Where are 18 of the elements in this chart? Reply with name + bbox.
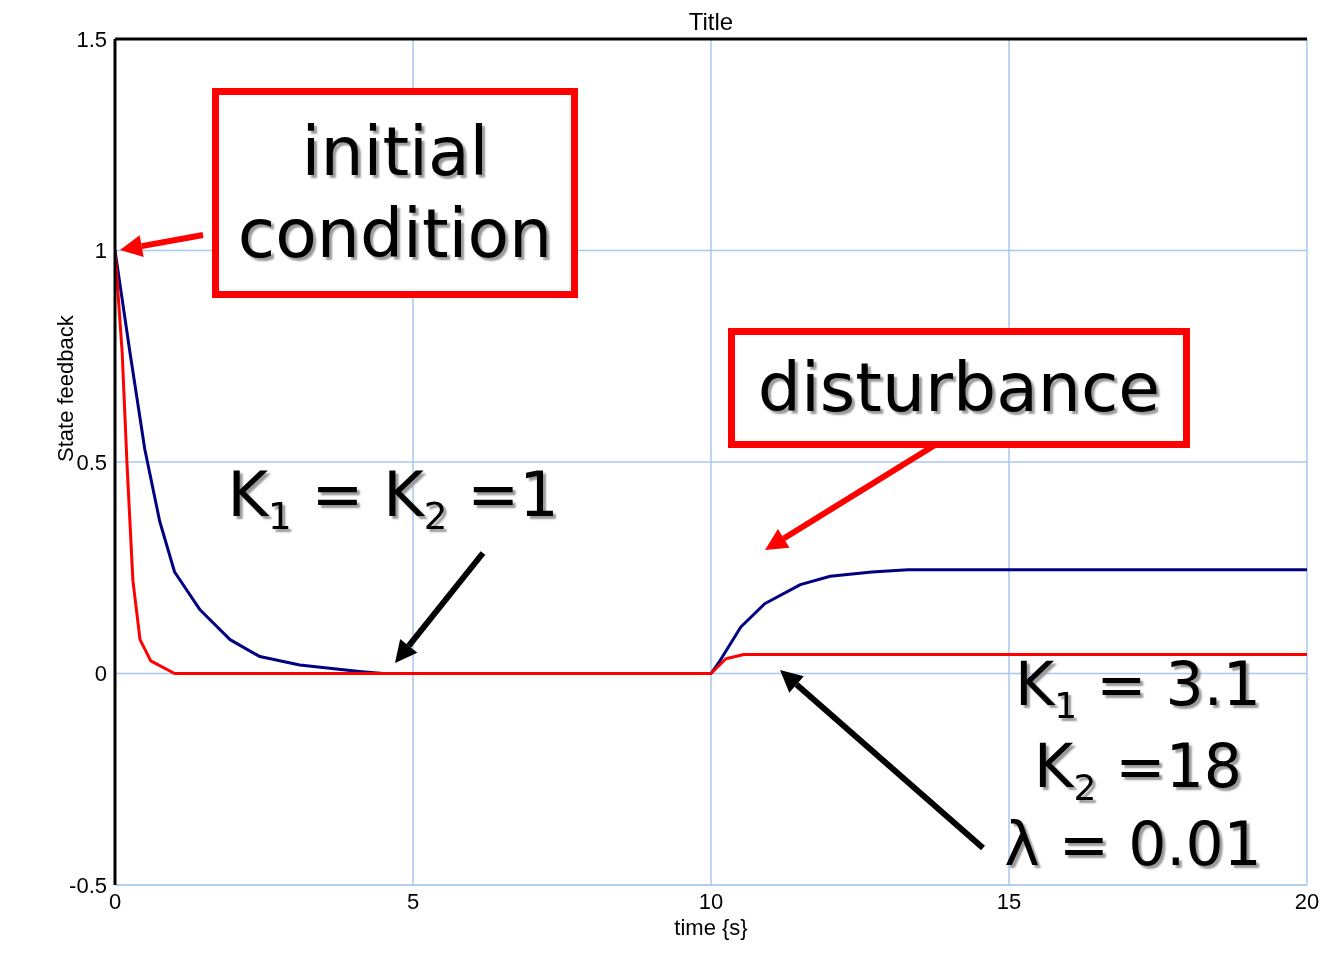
- annotation: initial condition: [212, 88, 578, 298]
- annotation: disturbance: [728, 328, 1190, 448]
- y-tick-label: 1.5: [76, 26, 107, 52]
- y-tick-label: 0: [94, 661, 107, 687]
- annotation: K$_{2}$ =18: [1034, 731, 1242, 808]
- y-tick-label: -0.5: [69, 872, 107, 898]
- x-tick-label: 20: [1294, 888, 1320, 914]
- x-tick-label: 15: [996, 888, 1022, 914]
- annotation: K$_{1}$ = K$_{2}$ =1: [227, 458, 559, 539]
- annotation: λ = 0.01: [1004, 809, 1262, 879]
- y-tick-label: 1: [94, 238, 107, 264]
- x-axis-title: time {s}: [674, 915, 748, 940]
- y-axis-title: State feedback: [52, 314, 78, 462]
- annotation: K$_{1}$ = 3.1: [1014, 649, 1262, 726]
- chart-title: Title: [687, 8, 735, 36]
- x-tick-label: 5: [406, 888, 420, 914]
- y-tick-label: 0.5: [76, 449, 107, 475]
- x-tick-label: 10: [698, 888, 724, 914]
